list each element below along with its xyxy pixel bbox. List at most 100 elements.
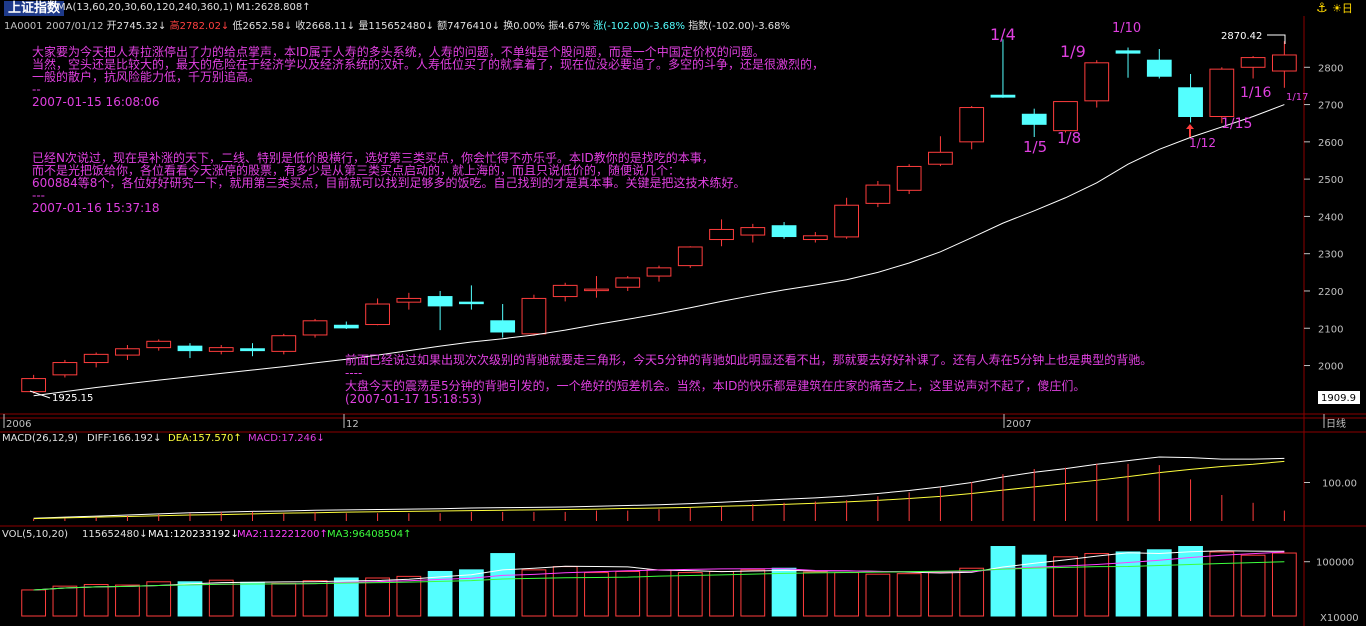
annotation-line: --- [32,189,45,203]
arrow-up-icon [1186,124,1194,129]
price-tick-label: 2400 [1318,212,1343,223]
candle-body [1178,87,1203,117]
annotation-line: 2007-01-15 16:08:06 [32,95,159,109]
x-axis-label: 日线 [1326,417,1346,430]
volume-bar [240,581,265,617]
vol-header-ma3: MA3:96408504↑ [327,529,411,540]
right-price-marker-bg [1318,391,1360,404]
volume-bar [990,546,1016,617]
vol-header-vol: 115652480↓ [82,529,148,540]
x-axis-label: 2007 [1006,419,1031,430]
volume-bar [1021,554,1047,617]
candle-body [333,324,359,329]
x-axis-label: 2006 [6,419,31,430]
candle-body [646,267,672,277]
annotation-line: 当然，空头还是比较大的，最大的危险在于经济学以及经济系统的汉奸。人寿低位买了的就… [32,57,824,72]
day-label: 日 [1341,2,1353,15]
vol-header-ma1: MA1:120233192↓ [148,529,239,540]
volume-bar [1084,553,1110,617]
candle-body [1271,54,1297,72]
candle-body [240,348,265,352]
price-tick-label: 2000 [1318,362,1343,373]
annotation-line: 大家要为今天把人寿拉涨停出了力的给点掌声，本ID属于人寿的多头系统，人寿的问题，… [32,44,765,59]
macd-header-dea: DEA:157.570↑ [168,433,242,444]
candle-body [302,320,328,336]
volume-bar [709,570,734,617]
amplitude-value: 振4.67% [548,21,591,32]
annotation-line: 2007-01-16 15:37:18 [32,201,159,215]
date-label: 1/9 [1060,42,1086,61]
candle-body [177,345,203,352]
volume-bar [896,573,922,617]
price-tick-label: 2800 [1318,63,1343,74]
candle-body [1146,59,1172,77]
ohlc-bar: 1A0001 2007/01/12 开2745.32↓ 高2782.02↓ 低2… [4,17,790,32]
anchor-icon[interactable]: ⚓ [1316,1,1328,16]
x-axis-label: 12 [346,419,359,430]
close-value: 收2668.11↓ [295,21,356,32]
volume-bar [302,580,328,617]
macd-diff-line [33,456,1285,519]
volume-bar [740,569,766,617]
annotation-line: 一般的散户，抗风险能力低，千万别追高。 [32,69,260,84]
candle-body [1209,68,1235,117]
candle-body [146,340,172,349]
macd-header-macd: MACD:17.246↓ [248,433,325,444]
annotation-line: (2007-01-17 15:18:53) [345,392,482,406]
amount-value: 额7476410↓ [437,21,501,32]
index-change-value: 指数(-102.00)-3.68% [688,21,790,32]
annotation-line: ---- [345,366,362,380]
ma-settings[interactable]: MA(13,60,20,30,60,120,240,360,1) M1:2628… [57,2,311,13]
candle-body [928,151,953,165]
date-label: 1/10 [1112,21,1141,36]
vol-unit-label: X10000 [1320,613,1359,624]
candle-body [208,347,234,352]
volume-bar [1209,551,1235,617]
code-date: 1A0001 2007/01/12 [4,21,104,32]
volume-bar [333,577,359,617]
macd-header-diff: DIFF:166.192↓ [87,433,161,444]
candle-body [552,284,578,298]
volume-bar [834,572,859,617]
high-mark-pointer [1267,34,1286,44]
index-title[interactable]: 上证指数 [4,1,65,16]
volume-bar [177,581,203,617]
open-value: 开2745.32↓ [106,21,167,32]
candle-body [365,303,390,326]
price-tick-label: 2700 [1318,101,1343,112]
day-icon[interactable]: ☀日 [1332,2,1353,15]
price-tick-label: 2500 [1318,175,1343,186]
volume-bar [771,567,797,617]
price-tick-label: 2600 [1318,138,1343,149]
volume-bar [21,589,47,617]
candle-body [1021,113,1047,125]
candle-body [396,297,422,303]
vol-header-ma2: MA2:112221200↑ [237,529,328,540]
candle-body [83,353,109,364]
candle-body [740,227,766,236]
candle-body [990,94,1016,98]
candle-body [896,165,922,191]
low-mark: 1925.15 [52,393,93,404]
annotation-line: 600884等8个，各位好好研究一下，就用第三类买点，目前就可以找到足够多的饭吃… [32,175,745,190]
candle-body [771,225,797,238]
low-value: 低2652.58↓ [232,21,293,32]
volume-bar [396,575,422,617]
candle-body [490,320,516,333]
volume-bar [1115,551,1141,617]
volume-bar [459,569,484,617]
candle-body [802,235,828,241]
candle-body [1053,101,1078,132]
volume-bar [1053,556,1078,617]
annotation-line: -- [32,83,41,97]
candle-body [584,288,609,292]
volume-bar [427,570,453,617]
macd-tick-label: 100.00 [1322,479,1357,490]
volume-bar [1271,552,1297,617]
price-tick-label: 2100 [1318,324,1343,335]
turnover-value: 换0.00% [503,21,546,32]
candle-body [1084,62,1110,102]
volume-bar [271,582,297,617]
